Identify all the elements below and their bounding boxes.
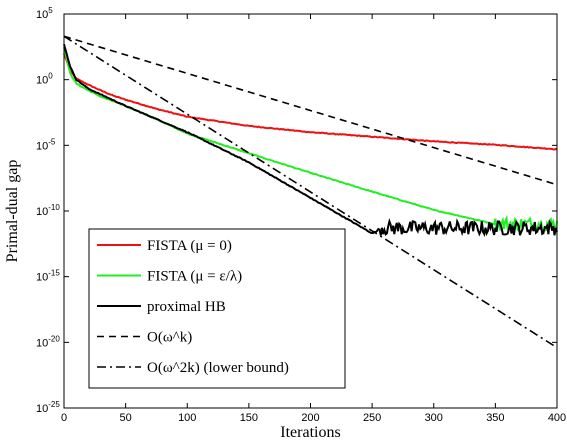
x-tick-label: 200 <box>301 412 319 424</box>
x-axis-label: Iterations <box>280 424 340 440</box>
series-line <box>63 35 558 349</box>
x-tick-label: 100 <box>178 412 196 424</box>
y-tick-label: 10-25 <box>36 400 60 415</box>
y-tick-label: 10-15 <box>36 269 60 284</box>
legend-box <box>88 228 346 389</box>
y-tick-label: 105 <box>36 6 53 21</box>
series-line <box>63 53 558 151</box>
y-tick-label: 10-20 <box>36 334 60 349</box>
y-tick-label: 10-10 <box>36 203 60 218</box>
series-group <box>63 35 558 349</box>
legend-label: O(ω^2k) (lower bound) <box>147 360 289 376</box>
legend: FISTA (μ = 0) FISTA (μ = ε/λ) proximal HB O… <box>88 228 346 389</box>
legend-label: proximal HB <box>147 299 226 315</box>
y-tick-label: 10-5 <box>36 137 56 152</box>
series-line <box>63 46 558 234</box>
x-tick-label: 250 <box>363 412 381 424</box>
x-tick-label: 150 <box>240 412 258 424</box>
series-line <box>63 43 558 237</box>
x-tick-label: 0 <box>61 412 67 424</box>
legend-label: FISTA (μ = 0) <box>147 238 232 254</box>
legend-label: O(ω^k) <box>147 330 192 346</box>
axis-ticks: 0 50 100 150 200 250 300 350 400 10-25 10-20 10-15 1… <box>36 6 566 424</box>
x-tick-label: 300 <box>425 412 443 424</box>
y-axis-label: Primal-dual gap <box>4 160 21 263</box>
legend-label: FISTA (μ = ε/λ) <box>147 269 242 285</box>
x-tick-label: 350 <box>486 412 504 424</box>
x-tick-label: 50 <box>120 412 132 424</box>
y-tick-label: 100 <box>36 72 53 87</box>
x-tick-label: 400 <box>548 412 566 424</box>
series-line <box>63 35 558 186</box>
